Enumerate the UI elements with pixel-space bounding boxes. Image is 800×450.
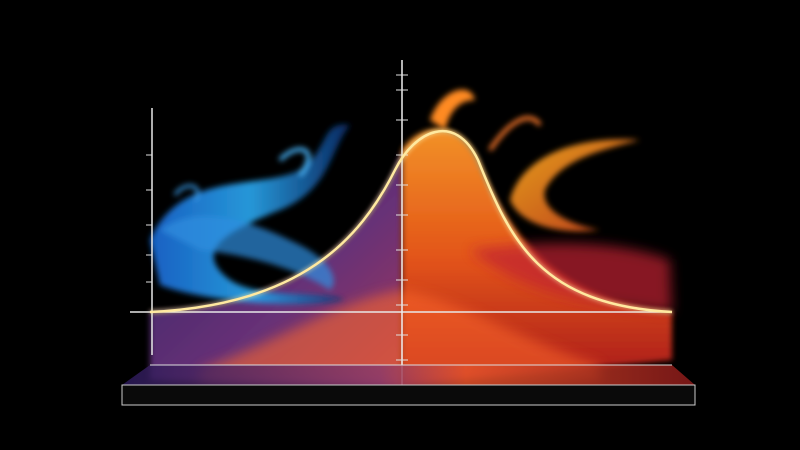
blue-swirls (150, 124, 350, 305)
yellow-swirls (430, 89, 640, 232)
left-ticks (146, 154, 152, 283)
center-ticks (396, 74, 408, 361)
platform-front (121, 384, 696, 406)
red-area (470, 243, 672, 312)
lower-glow (200, 290, 600, 382)
bell-curve (149, 129, 673, 314)
platform-top (122, 365, 695, 385)
